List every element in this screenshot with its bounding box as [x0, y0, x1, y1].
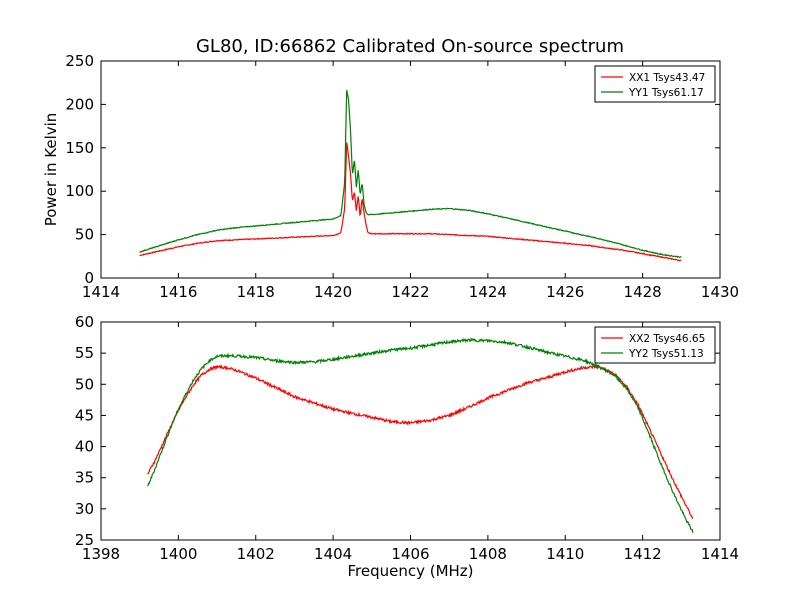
y-tick-label: 100: [65, 182, 94, 200]
chart-title: GL80, ID:66862 Calibrated On-source spec…: [196, 36, 624, 57]
y-tick-label: 55: [75, 344, 94, 362]
x-axis-label: Frequency (MHz): [347, 562, 473, 580]
legend: XX1 Tsys43.47 YY1 Tsys61.17: [594, 65, 716, 103]
x-tick-label: 1406: [391, 545, 429, 563]
legend-entry: YY2 Tsys51.13: [628, 348, 704, 360]
series-line-yy-panel-2: [147, 337, 694, 533]
legend-entry: XX2 Tsys46.65: [629, 333, 705, 345]
y-tick-label: 250: [65, 52, 94, 70]
y-tick-label: 25: [75, 531, 94, 549]
x-tick-label: 1402: [237, 545, 275, 563]
x-tick-label: 1400: [159, 545, 197, 563]
series-line-yy-panel-1: [139, 89, 682, 258]
legend-entry: XX1 Tsys43.47: [629, 72, 705, 84]
x-tick-label: 1430: [701, 283, 739, 301]
legend: XX2 Tsys46.65 YY2 Tsys51.13: [594, 326, 716, 364]
y-tick-label: 200: [65, 95, 94, 113]
y-tick-label: 60: [75, 313, 94, 331]
series-line-xx-panel-2: [147, 364, 694, 520]
x-tick-label: 1426: [546, 283, 584, 301]
y-tick-label: 45: [75, 406, 94, 424]
series-line-xx-panel-1: [139, 142, 682, 262]
x-tick-label: 1414: [701, 545, 739, 563]
x-tick-label: 1398: [82, 545, 120, 563]
x-tick-label: 1408: [469, 545, 507, 563]
x-tick-label: 1404: [314, 545, 352, 563]
legend-box: [594, 326, 716, 364]
x-tick-label: 1414: [82, 283, 120, 301]
x-tick-label: 1418: [237, 283, 275, 301]
y-tick-label: 50: [75, 375, 94, 393]
legend-box: [594, 65, 716, 103]
x-tick-label: 1410: [546, 545, 584, 563]
x-tick-label: 1416: [159, 283, 197, 301]
y-tick-label: 30: [75, 500, 94, 518]
y-axis-label: Power in Kelvin: [42, 113, 60, 227]
top-panel: 1414 1416 1418 1420 1422 1424 1426 1428 1430 0 50 1…: [42, 52, 739, 301]
x-tick-label: 1424: [469, 283, 507, 301]
x-tick-label: 1428: [624, 283, 662, 301]
x-tick-label: 1420: [314, 283, 352, 301]
legend-entry: YY1 Tsys61.17: [628, 87, 704, 99]
x-tick-label: 1422: [391, 283, 429, 301]
y-tick-label: 50: [75, 226, 94, 244]
x-tick-label: 1412: [624, 545, 662, 563]
bottom-panel: 1398 1400 1402 1404 1406 1408 1410 1412 1414 25 30…: [75, 313, 739, 580]
y-tick-label: 150: [65, 139, 94, 157]
y-tick-label: 40: [75, 438, 94, 456]
y-tick-label: 35: [75, 469, 94, 487]
y-tick-label: 0: [84, 269, 94, 287]
